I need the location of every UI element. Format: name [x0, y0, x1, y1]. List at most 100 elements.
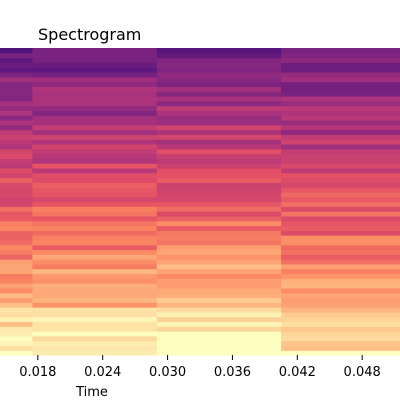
heatmap-cell — [0, 307, 34, 313]
heatmap-cell — [32, 326, 158, 332]
heatmap-cell — [32, 91, 158, 97]
heatmap-cell — [32, 62, 158, 68]
heatmap-cell — [156, 244, 282, 251]
heatmap-cell — [32, 191, 158, 198]
heatmap-cell — [281, 273, 400, 279]
heatmap-cell — [281, 254, 400, 260]
heatmap-cell — [281, 163, 400, 169]
heatmap-cell — [281, 134, 400, 140]
heatmap-cell — [156, 201, 282, 207]
heatmap-cell — [281, 239, 400, 246]
heatmap-cell — [156, 307, 282, 313]
heatmap-cell — [32, 134, 158, 140]
heatmap-cell — [0, 225, 34, 231]
heatmap-cell — [281, 326, 400, 332]
heatmap-cell — [32, 100, 158, 107]
heatmap-cell — [156, 119, 282, 126]
heatmap-cell — [0, 283, 34, 289]
x-tick-label: 0.048 — [344, 365, 381, 380]
heatmap-cell — [0, 335, 34, 342]
heatmap-cell — [32, 129, 158, 135]
heatmap-cell — [0, 273, 34, 279]
heatmap-cell — [0, 345, 34, 351]
heatmap-cell — [0, 62, 34, 68]
heatmap-cell — [156, 326, 282, 332]
heatmap-cell — [32, 311, 158, 318]
heatmap-cell — [281, 86, 400, 92]
heatmap-cell — [156, 105, 282, 111]
heatmap-cell — [156, 158, 282, 164]
heatmap-cell — [156, 225, 282, 231]
heatmap-cell — [156, 283, 282, 289]
heatmap-cell — [0, 191, 34, 198]
heatmap-cell — [156, 67, 282, 73]
heatmap-cell — [0, 249, 34, 255]
heatmap-cell — [156, 124, 282, 131]
heatmap-cell — [156, 129, 282, 135]
heatmap-cell — [0, 76, 34, 83]
heatmap-cell — [32, 316, 158, 323]
heatmap-cell — [0, 153, 34, 159]
heatmap-cell — [281, 211, 400, 217]
heatmap-cell — [156, 263, 282, 270]
heatmap-cell — [156, 187, 282, 193]
heatmap-cell — [281, 105, 400, 111]
heatmap-cell — [0, 297, 34, 303]
heatmap-cell — [32, 67, 158, 73]
heatmap-cell — [281, 182, 400, 188]
heatmap-cell — [156, 95, 282, 102]
heatmap-cell — [156, 302, 282, 308]
heatmap-cell — [0, 196, 34, 203]
heatmap-cell — [281, 124, 400, 131]
heatmap-cell — [281, 302, 400, 308]
heatmap-cell — [32, 249, 158, 255]
heatmap-cell — [32, 273, 158, 279]
heatmap-cell — [0, 100, 34, 107]
heatmap-cell — [281, 340, 400, 347]
x-tick-label: 0.030 — [149, 365, 186, 380]
heatmap-cell — [0, 81, 34, 87]
heatmap-cell — [281, 71, 400, 78]
heatmap-cell — [32, 86, 158, 92]
heatmap-cell — [0, 220, 34, 227]
heatmap-cell — [156, 71, 282, 78]
heatmap-cell — [281, 95, 400, 102]
heatmap-cell — [32, 201, 158, 207]
heatmap-cell — [32, 350, 158, 356]
heatmap-cell — [32, 340, 158, 347]
heatmap-cell — [156, 148, 282, 155]
heatmap-cell — [156, 292, 282, 299]
heatmap-cell — [0, 91, 34, 97]
heatmap-cell — [156, 239, 282, 246]
heatmap-cell — [32, 48, 158, 54]
heatmap-cell — [32, 187, 158, 193]
heatmap-cell — [32, 220, 158, 227]
heatmap-cell — [156, 134, 282, 140]
heatmap-cell — [0, 115, 34, 121]
heatmap-cell — [32, 297, 158, 303]
heatmap-cell — [0, 182, 34, 188]
heatmap-cell — [0, 48, 34, 54]
heatmap-cell — [281, 119, 400, 126]
heatmap-cell — [0, 311, 34, 318]
heatmap-cell — [32, 230, 158, 236]
heatmap-cell — [281, 52, 400, 59]
heatmap-cell — [281, 201, 400, 207]
heatmap-cell — [0, 326, 34, 332]
heatmap-cell — [0, 302, 34, 308]
heatmap-cell — [156, 167, 282, 174]
heatmap-cell — [156, 52, 282, 59]
heatmap-cell — [0, 134, 34, 140]
heatmap-cell — [156, 249, 282, 255]
heatmap-cell — [32, 345, 158, 351]
heatmap-cell — [156, 48, 282, 54]
heatmap-cell — [0, 67, 34, 73]
heatmap-cell — [156, 316, 282, 323]
heatmap-cell — [32, 263, 158, 270]
heatmap-cell — [156, 81, 282, 87]
heatmap-cell — [32, 196, 158, 203]
heatmap-cell — [32, 254, 158, 260]
heatmap-cell — [156, 331, 282, 337]
x-axis-label: Time — [75, 385, 108, 400]
